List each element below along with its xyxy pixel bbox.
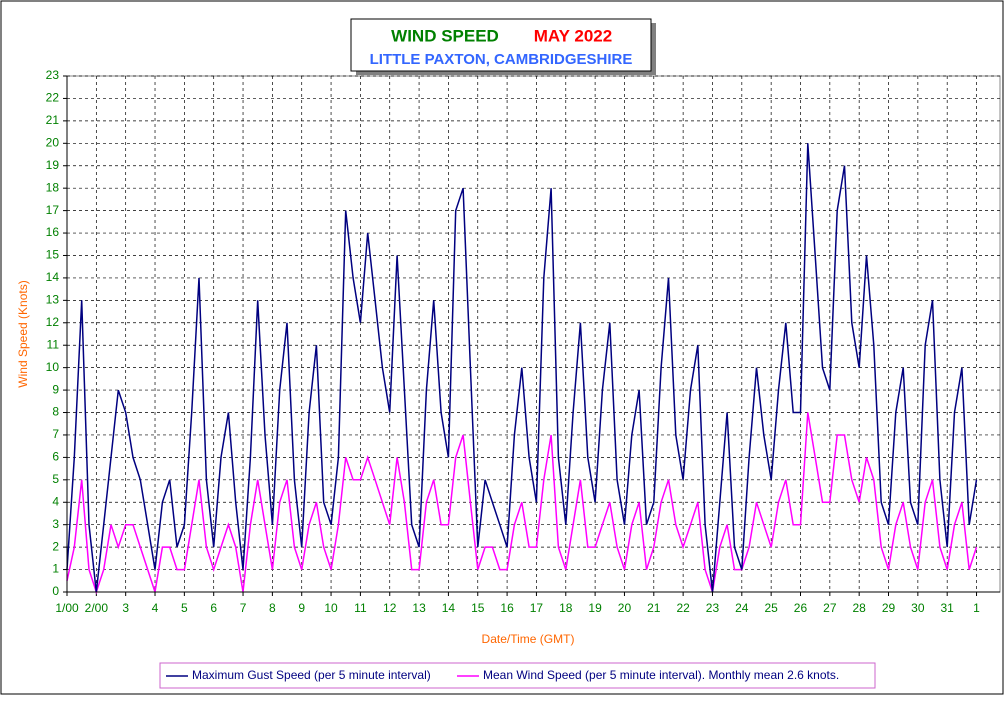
x-tick-label: 27 <box>823 601 837 615</box>
series-line <box>66 143 978 593</box>
y-tick-label: 17 <box>46 203 60 217</box>
y-tick-label: 3 <box>52 517 59 531</box>
x-tick-label: 14 <box>442 601 456 615</box>
y-tick-label: 0 <box>52 584 59 598</box>
y-tick-label: 14 <box>46 270 60 284</box>
y-tick-label: 7 <box>52 427 59 441</box>
x-tick-label: 2/00 <box>85 601 109 615</box>
plot-area <box>66 75 1001 593</box>
y-tick-label: 10 <box>46 360 60 374</box>
y-tick-label: 18 <box>46 180 60 194</box>
y-axis-label: Wind Speed (Knots) <box>16 280 30 387</box>
x-tick-label: 31 <box>941 601 955 615</box>
x-tick-label: 28 <box>852 601 866 615</box>
y-tick-label: 2 <box>52 539 59 553</box>
x-tick-label: 1 <box>973 601 980 615</box>
series-line <box>66 412 978 595</box>
x-tick-label: 10 <box>324 601 338 615</box>
y-tick-label: 1 <box>52 562 59 576</box>
y-tick-label: 15 <box>46 248 60 262</box>
x-tick-label: 20 <box>618 601 632 615</box>
y-tick-label: 19 <box>46 158 60 172</box>
y-tick-label: 13 <box>46 293 60 307</box>
x-tick-label: 22 <box>676 601 690 615</box>
x-tick-label: 17 <box>530 601 544 615</box>
y-tick-label: 20 <box>46 135 60 149</box>
title-box <box>350 18 652 72</box>
y-tick-label: 21 <box>46 113 60 127</box>
x-tick-label: 21 <box>647 601 661 615</box>
x-tick-label: 15 <box>471 601 485 615</box>
x-tick-label: 29 <box>882 601 896 615</box>
y-tick-label: 22 <box>46 91 60 105</box>
x-tick-label: 1/00 <box>55 601 79 615</box>
x-tick-label: 4 <box>152 601 159 615</box>
legend-label: Mean Wind Speed (per 5 minute interval).… <box>483 668 839 682</box>
x-tick-label: 6 <box>210 601 217 615</box>
y-tick-label: 11 <box>47 337 60 351</box>
x-tick-label: 12 <box>383 601 397 615</box>
chart-subtitle: LITTLE PAXTON, CAMBRIDGESHIRE <box>370 51 633 68</box>
legend-label: Maximum Gust Speed (per 5 minute interva… <box>192 668 431 682</box>
y-tick-label: 8 <box>52 405 59 419</box>
y-tick-label: 12 <box>46 315 60 329</box>
x-tick-label: 26 <box>794 601 808 615</box>
x-tick-label: 18 <box>559 601 573 615</box>
x-tick-label: 30 <box>911 601 925 615</box>
y-tick-label: 4 <box>52 494 59 508</box>
y-tick-label: 5 <box>52 472 59 486</box>
x-axis-label: Date/Time (GMT) <box>482 632 575 646</box>
x-tick-label: 23 <box>706 601 720 615</box>
x-tick-label: 7 <box>240 601 247 615</box>
x-tick-label: 19 <box>588 601 602 615</box>
x-tick-label: 13 <box>412 601 426 615</box>
x-tick-label: 5 <box>181 601 188 615</box>
y-tick-label: 9 <box>52 382 59 396</box>
y-tick-label: 23 <box>46 68 60 82</box>
y-tick-label: 6 <box>52 450 59 464</box>
x-tick-label: 24 <box>735 601 749 615</box>
chart-title: MAY 2022 <box>534 26 612 45</box>
x-tick-label: 11 <box>354 601 367 615</box>
x-tick-label: 16 <box>500 601 514 615</box>
chart-title: WIND SPEED <box>391 26 499 45</box>
x-tick-label: 3 <box>122 601 129 615</box>
x-tick-label: 8 <box>269 601 276 615</box>
x-tick-label: 9 <box>298 601 305 615</box>
x-tick-label: 25 <box>764 601 778 615</box>
legend <box>159 662 876 689</box>
y-tick-label: 16 <box>46 225 60 239</box>
